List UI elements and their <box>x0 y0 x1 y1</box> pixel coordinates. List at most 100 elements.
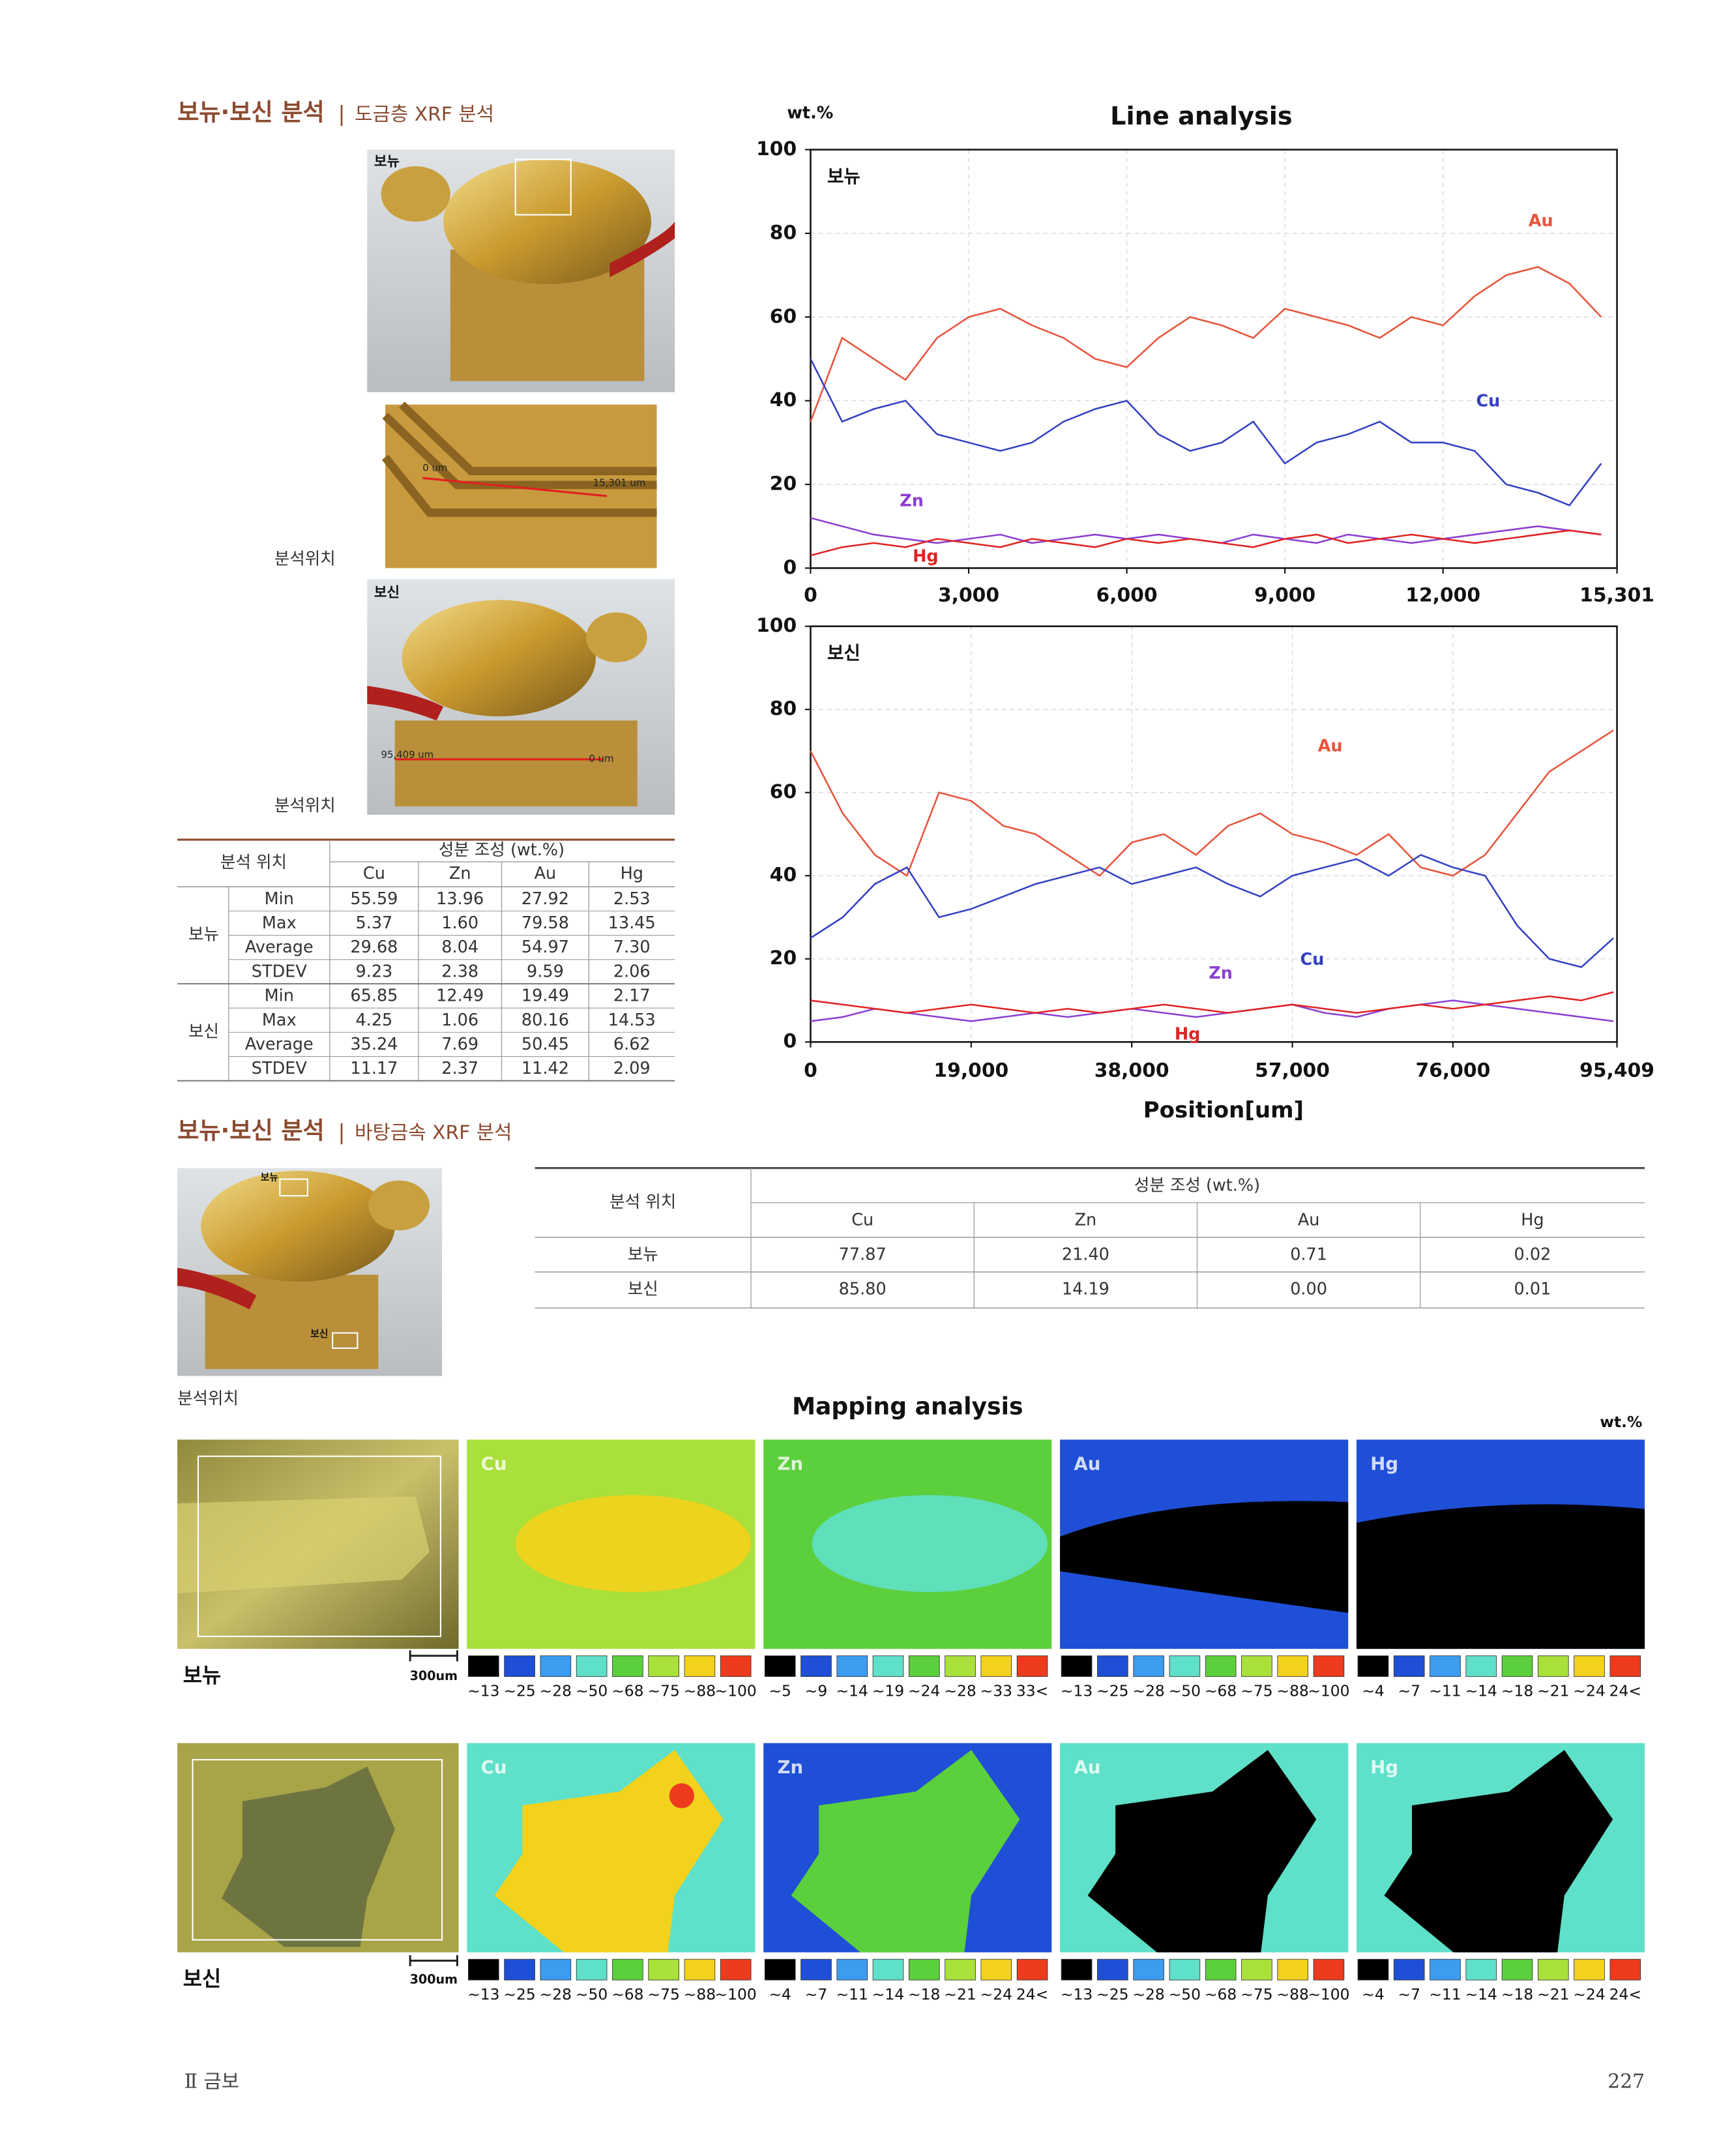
photo-label: 보신 <box>374 585 400 601</box>
table-cell: 2.09 <box>613 1059 651 1078</box>
section-title: 보뉴·보신 분석 <box>177 1116 325 1144</box>
table-header: Hg <box>1521 1210 1544 1230</box>
legend-label: ~33 <box>980 1682 1012 1700</box>
legend-swatch <box>684 1958 716 1981</box>
table-cell: 6.62 <box>613 1035 651 1054</box>
row-label: 보뉴 <box>183 1663 222 1688</box>
legend-swatch <box>980 1655 1012 1677</box>
legend-label: ~68 <box>1205 1682 1237 1700</box>
map-element-label: Au <box>1074 1756 1100 1778</box>
x-tick-label: 57,000 <box>1255 1059 1330 1082</box>
scale-label: 300um <box>410 1972 458 1987</box>
section-subtitle: 도금층 XRF 분석 <box>355 103 494 126</box>
legend-swatch <box>468 1655 499 1677</box>
legend-label: ~88 <box>1277 1682 1309 1700</box>
legend-swatch <box>1133 1655 1164 1677</box>
legend-label: ~25 <box>503 1682 535 1700</box>
y-tick-label: 100 <box>756 614 797 637</box>
legend-swatch <box>540 1958 572 1981</box>
legend-label: ~28 <box>1132 1682 1164 1700</box>
legend-label: ~21 <box>1537 1682 1569 1700</box>
divider: | <box>338 101 345 126</box>
legend-swatch <box>836 1655 868 1677</box>
legend-label: ~50 <box>1169 1682 1201 1700</box>
map-element-label: Zn <box>777 1756 803 1778</box>
scale-label: 300um <box>410 1668 458 1683</box>
caption: 분석위치 <box>177 1389 239 1409</box>
legend-label: ~19 <box>872 1682 904 1700</box>
legend-swatch <box>1393 1655 1425 1677</box>
table-cell: 7.30 <box>613 938 651 957</box>
table-cell: 14.53 <box>608 1011 656 1030</box>
legend-swatch <box>612 1655 643 1677</box>
table-cell: 9.59 <box>527 962 564 981</box>
table-cell: 65.85 <box>350 986 398 1006</box>
legend-swatch <box>1169 1958 1201 1981</box>
legend-swatch <box>945 1958 976 1981</box>
legend-label: ~88 <box>684 1682 716 1700</box>
table-cell: 29.68 <box>350 938 398 957</box>
y-tick-label: 80 <box>770 221 797 244</box>
legend-swatch <box>648 1655 679 1677</box>
photo-bonyu <box>367 149 675 392</box>
table-header: 성분 조성 (wt.%) <box>439 840 565 860</box>
series-label: Hg <box>1175 1025 1201 1044</box>
scale-label: 95,409 um <box>381 748 434 760</box>
legend-label: ~100 <box>715 1682 757 1700</box>
table-cell: Average <box>245 938 314 957</box>
legend-label: ~68 <box>611 1985 643 2003</box>
legend-swatch <box>764 1655 796 1677</box>
photo-section2 <box>177 1168 443 1376</box>
legend-label: ~25 <box>503 1985 535 2003</box>
legend-label: ~25 <box>1096 1682 1128 1700</box>
y-tick-label: 60 <box>770 305 797 328</box>
y-axis-label: wt.% <box>787 103 833 123</box>
legend-label: 24< <box>1609 1985 1641 2003</box>
map-element-label: Au <box>1074 1453 1100 1474</box>
legend-swatch <box>1277 1958 1308 1981</box>
table-cell: 보신 <box>628 1280 658 1299</box>
section-subtitle: 바탕금속 XRF 분석 <box>355 1121 512 1144</box>
table-cell: 54.97 <box>521 938 569 957</box>
legend-label: ~100 <box>715 1985 757 2003</box>
legend-label: ~11 <box>1429 1682 1461 1700</box>
legend-swatch <box>720 1655 752 1677</box>
mapping-unit: wt.% <box>1600 1413 1642 1431</box>
table-cell: 8.04 <box>441 938 478 957</box>
panel-label: 보뉴 <box>827 166 860 187</box>
legend-label: ~11 <box>1429 1985 1461 2003</box>
legend-swatch <box>1061 1655 1093 1677</box>
legend-swatch <box>576 1958 608 1981</box>
legend-swatch <box>1313 1655 1345 1677</box>
legend-swatch <box>800 1655 832 1677</box>
table-cell: 0.00 <box>1290 1280 1327 1299</box>
map-region <box>494 1750 724 1953</box>
caption: 분석위치 <box>274 796 336 816</box>
legend-swatch <box>872 1958 904 1981</box>
photo-bosin <box>367 579 675 815</box>
legend-swatch <box>1061 1958 1093 1981</box>
legend-label: ~68 <box>611 1682 643 1700</box>
chart-title: Line analysis <box>1110 102 1293 131</box>
series-label: Cu <box>1300 950 1325 969</box>
legend-label: ~88 <box>684 1985 716 2003</box>
legend-label: ~4 <box>1362 1985 1384 2003</box>
y-tick-label: 20 <box>770 947 797 969</box>
plot-frame <box>810 149 1618 569</box>
x-tick-label: 0 <box>804 583 817 606</box>
legend-label: ~4 <box>769 1985 791 2003</box>
table-cell: 11.42 <box>521 1059 569 1078</box>
legend-swatch <box>1097 1958 1128 1981</box>
table-cell: 14.19 <box>1062 1280 1109 1299</box>
legend-swatch <box>1241 1655 1272 1677</box>
scale-label: 15,301 um <box>593 477 646 489</box>
series-label: Au <box>1529 211 1553 231</box>
table-cell: 보뉴 <box>628 1245 658 1265</box>
legend-label: ~11 <box>836 1985 868 2003</box>
legend-label: ~75 <box>1240 1985 1272 2003</box>
map-region <box>1087 1750 1317 1953</box>
legend-swatch <box>720 1958 752 1981</box>
table-cell: Min <box>265 986 294 1006</box>
photo-bonyu-detail <box>381 401 657 569</box>
table-cell: 13.45 <box>608 913 656 933</box>
